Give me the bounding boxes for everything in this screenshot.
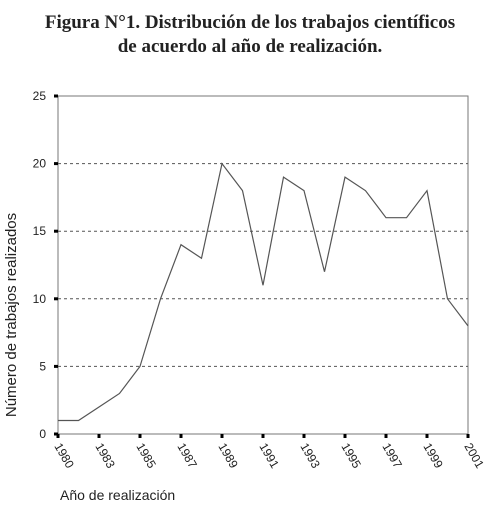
x-tick-label: 1980: [51, 441, 77, 471]
y-tick-label: 15: [33, 224, 47, 238]
plot-frame: [57, 95, 469, 435]
y-tick-label: 10: [33, 292, 47, 306]
x-tick-label: 2001: [461, 441, 487, 471]
y-tick-label: 5: [39, 359, 46, 373]
x-tick-label: 1983: [92, 441, 118, 471]
x-axis-label: Año de realización: [60, 487, 175, 503]
x-tick-label: 1995: [338, 441, 364, 471]
y-tick-label: 25: [33, 89, 47, 103]
data-line: [58, 162, 469, 422]
y-axis-label: Número de trabajos realizados: [3, 213, 20, 417]
x-tick-label: 1991: [256, 441, 282, 471]
x-tick-label: 1985: [133, 441, 159, 471]
x-tick-label: 1987: [174, 441, 200, 471]
x-tick-label: 1997: [379, 441, 405, 471]
chart-title: Figura N°1. Distribución de los trabajos…: [45, 12, 455, 33]
x-tick-label: 1993: [297, 441, 323, 471]
x-tick-label: 1989: [215, 441, 241, 471]
y-tick-label: 0: [39, 427, 46, 441]
y-tick-label: 20: [33, 157, 47, 171]
x-tick-label: 1999: [420, 441, 446, 471]
chart-title: de acuerdo al año de realización.: [118, 36, 383, 57]
